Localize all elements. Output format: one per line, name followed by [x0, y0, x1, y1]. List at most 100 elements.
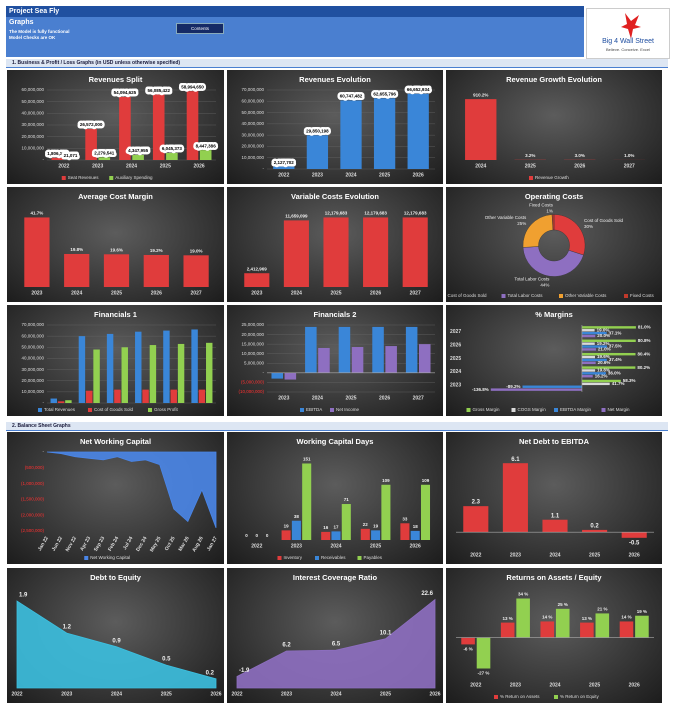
y-tick-label: 30,000,000: [21, 367, 44, 372]
bar: [581, 366, 636, 369]
data-label: 13 %: [582, 616, 592, 621]
y-tick-label: 50,000,000: [241, 110, 264, 115]
slice-name: Cost of Goods Sold: [584, 218, 624, 223]
model-note: The Model is fully functional: [9, 29, 70, 34]
chart-panel: % Margins 2023 2024 2025 2026 2027 58.3% 80.2% 8…: [446, 305, 662, 416]
x-tick-label: 2026: [413, 172, 424, 178]
bar: [581, 375, 593, 378]
bar: [340, 100, 362, 169]
bar: [420, 484, 431, 540]
x-tick-label: 2026: [629, 682, 640, 688]
chart-title: Net Working Capital: [80, 437, 151, 446]
data-label: 21.0%: [598, 347, 611, 352]
bar: [581, 334, 596, 338]
y-tick-label: 60,000,000: [241, 98, 264, 103]
x-tick-label: 2026: [410, 543, 421, 549]
bar: [302, 463, 312, 540]
bar: [595, 613, 610, 638]
area: [236, 598, 436, 689]
data-label: 62,655,796: [373, 91, 396, 96]
data-label: 6.2: [282, 643, 291, 649]
chart-title: Operating Costs: [525, 192, 583, 201]
bar: [502, 463, 528, 533]
y-tick-label: (10,000,000): [238, 389, 264, 394]
bar: [103, 254, 130, 287]
bar: [341, 504, 351, 540]
bar: [93, 349, 100, 403]
data-label: 0.2: [590, 523, 599, 529]
y-tick-label: 20,000,000: [241, 332, 264, 337]
bar: [206, 342, 213, 403]
y-tick-label: 30,000,000: [21, 122, 44, 127]
x-tick-label: Feb 24: [107, 535, 120, 552]
model-note: Model Checks are OK: [9, 35, 56, 40]
bar: [177, 343, 185, 403]
x-tick-label: Jun 22: [51, 535, 64, 552]
x-tick-label: 2023: [278, 395, 289, 401]
section-header: 2. Balance Sheet Graphs: [6, 422, 668, 431]
x-tick-label: 2024: [330, 691, 341, 697]
chart-panel: Debt to Equity 2022 2023 2024 2025 2026 1.9 1.2…: [7, 568, 224, 703]
y-tick-label: (500,000): [25, 465, 45, 470]
bar: [581, 369, 596, 372]
legend-label: % Return on Equity: [560, 694, 600, 699]
bar: [152, 94, 165, 160]
x-tick-label: 2025: [330, 290, 341, 296]
data-label: 37.5%: [609, 344, 622, 349]
x-tick-label: 2023: [510, 682, 521, 688]
legend-label: Total Revenues: [44, 407, 76, 412]
x-tick-label: Aug 26: [191, 535, 205, 553]
chart-panel: Working Capital Days 2022 2023 2024 2025 2026…: [227, 432, 443, 564]
bar: [581, 329, 595, 332]
bar: [65, 400, 72, 403]
data-label: 2.3: [472, 500, 481, 506]
data-label: 1.0%: [624, 153, 634, 158]
data-label: -89.2%: [506, 384, 520, 389]
y-tick-label: (1,500,000): [21, 497, 45, 502]
x-tick-label: 2022: [470, 682, 481, 688]
bar: [465, 99, 497, 160]
legend-swatch: [554, 408, 558, 412]
x-tick-label: Sep 23: [93, 535, 106, 552]
bar: [85, 128, 97, 160]
legend-label: % Return on Assets: [500, 694, 540, 699]
data-label: 19: [284, 524, 290, 529]
chart-panel: Revenues Evolution - 10,000,000 20,000,000 3…: [227, 70, 443, 184]
x-tick-label: 2027: [410, 290, 421, 296]
data-label: 58.3%: [623, 378, 636, 383]
x-tick-label: 2024: [71, 290, 82, 296]
data-label: 1,806,182: [47, 151, 68, 156]
chart-title: Financials 2: [314, 310, 357, 319]
chart-title: Net Debt to EBITDA: [519, 437, 590, 446]
data-label: 80.2%: [637, 365, 650, 370]
data-label: 17: [333, 525, 339, 530]
x-tick-label: 2022: [470, 552, 481, 558]
chart-title: Debt to Equity: [90, 573, 142, 582]
chart-panel: Net Working Capital (2,500,000) (2,000,000…: [7, 432, 224, 564]
bar: [581, 345, 607, 348]
chart-title: Average Cost Margin: [78, 192, 153, 201]
data-label: 54,094,625: [114, 90, 137, 95]
bar: [149, 345, 157, 403]
chart-panel: Interest Coverage Ratio 2022 2023 2024 2025 2…: [227, 568, 443, 703]
data-label: 4,347,955: [128, 148, 149, 153]
y-tick-label: 15,000,000: [241, 341, 264, 346]
data-label: 19.6%: [110, 247, 123, 252]
legend-label: Fixed Costs: [630, 293, 655, 298]
page-subtitle: Graphs: [9, 19, 34, 26]
data-label: 33: [402, 516, 408, 521]
data-label: 910.2%: [473, 92, 488, 97]
y-tick-label: 50,000,000: [21, 99, 44, 104]
data-label: 12,179,683: [325, 211, 348, 216]
bar: [581, 382, 610, 386]
x-tick-label: Jan 22: [37, 535, 50, 552]
data-label: 19.8%: [597, 368, 610, 373]
chart-panel: Returns on Assets / Equity 2022 2023 2024 20…: [446, 568, 662, 703]
chart-panel: Variable Costs Evolution 2023 2024 2025 2026…: [227, 187, 443, 302]
legend-swatch: [357, 556, 362, 560]
x-tick-label: 2024: [111, 691, 122, 697]
bar: [540, 621, 555, 638]
contents-button[interactable]: Contents: [176, 23, 224, 34]
bar: [580, 622, 594, 638]
logo-eagle: [621, 13, 641, 39]
